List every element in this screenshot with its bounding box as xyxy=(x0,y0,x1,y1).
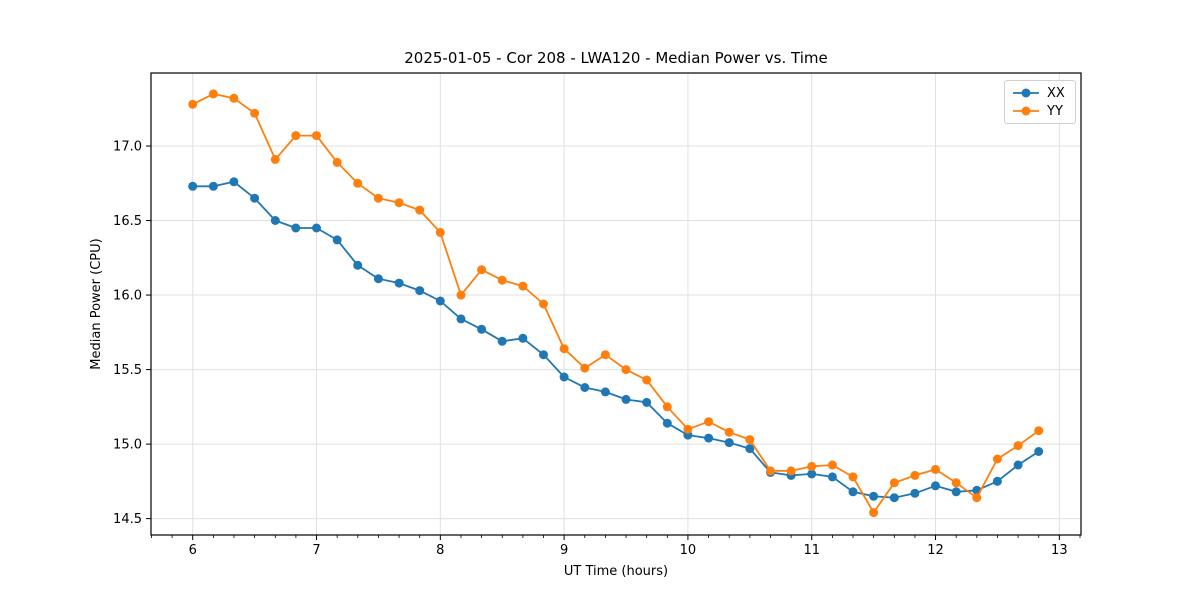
svg-text:7: 7 xyxy=(312,543,320,558)
svg-text:12: 12 xyxy=(927,543,944,558)
svg-text:15.0: 15.0 xyxy=(113,438,142,453)
svg-text:15.5: 15.5 xyxy=(113,363,142,378)
x-axis-label: UT Time (hours) xyxy=(563,564,669,579)
legend: XX YY xyxy=(1004,80,1076,124)
svg-text:8: 8 xyxy=(436,543,444,558)
svg-text:16.5: 16.5 xyxy=(113,214,142,229)
chart-title: 2025-01-05 - Cor 208 - LWA120 - Median P… xyxy=(404,49,828,67)
svg-text:9: 9 xyxy=(560,543,568,558)
legend-item-xx: XX xyxy=(1012,86,1068,101)
legend-label-yy: YY xyxy=(1047,103,1063,119)
svg-text:13: 13 xyxy=(1051,543,1068,558)
svg-text:11: 11 xyxy=(803,543,820,558)
svg-text:14.5: 14.5 xyxy=(113,512,142,527)
svg-text:6: 6 xyxy=(189,543,197,558)
svg-text:16.0: 16.0 xyxy=(113,289,142,304)
legend-label-xx: XX xyxy=(1047,85,1065,101)
svg-text:10: 10 xyxy=(680,543,697,558)
svg-text:17.0: 17.0 xyxy=(113,140,142,155)
legend-line-marker-icon xyxy=(1013,106,1039,116)
legend-item-yy: YY xyxy=(1012,104,1068,119)
legend-line-marker-icon xyxy=(1013,88,1039,98)
y-axis-label: Median Power (CPU) xyxy=(89,238,104,370)
